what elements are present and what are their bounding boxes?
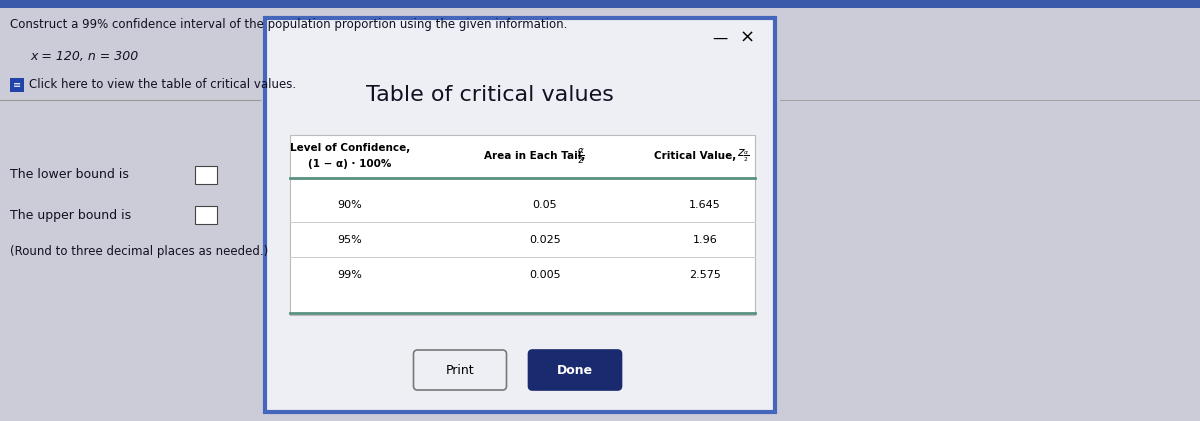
- Text: 2.575: 2.575: [689, 270, 721, 280]
- Text: Level of Confidence,: Level of Confidence,: [290, 143, 410, 153]
- FancyBboxPatch shape: [414, 350, 506, 390]
- Text: Table of critical values: Table of critical values: [366, 85, 614, 105]
- Text: Click here to view the table of critical values.: Click here to view the table of critical…: [29, 78, 296, 91]
- Text: 1.96: 1.96: [692, 235, 718, 245]
- Text: Critical Value,: Critical Value,: [654, 151, 736, 161]
- Bar: [194, 166, 217, 184]
- Text: $\frac{\alpha}{2}$: $\frac{\alpha}{2}$: [577, 147, 584, 165]
- Text: —: —: [713, 30, 727, 45]
- Text: 99%: 99%: [337, 270, 362, 280]
- Text: ×: ×: [739, 29, 755, 47]
- Text: The lower bound is: The lower bound is: [10, 168, 128, 181]
- Bar: [290, 135, 755, 315]
- Text: x = 120, n = 300: x = 120, n = 300: [30, 50, 138, 63]
- Text: Print: Print: [445, 363, 474, 376]
- Text: The upper bound is: The upper bound is: [10, 208, 131, 221]
- Text: Area in Each Tail,: Area in Each Tail,: [485, 151, 586, 161]
- Text: Construct a 99% confidence interval of the population proportion using the given: Construct a 99% confidence interval of t…: [10, 18, 568, 31]
- Text: 0.05: 0.05: [533, 200, 557, 210]
- Text: 0.005: 0.005: [529, 270, 560, 280]
- Text: ≡: ≡: [13, 80, 22, 90]
- FancyBboxPatch shape: [265, 18, 775, 412]
- Bar: [10, 78, 24, 92]
- Text: $z_{\frac{\alpha}{2}}$: $z_{\frac{\alpha}{2}}$: [737, 148, 750, 164]
- Text: 1.645: 1.645: [689, 200, 721, 210]
- Bar: [0, 0, 1200, 8]
- FancyBboxPatch shape: [528, 350, 622, 390]
- Text: 90%: 90%: [337, 200, 362, 210]
- Text: 0.025: 0.025: [529, 235, 560, 245]
- Text: (Round to three decimal places as needed.): (Round to three decimal places as needed…: [10, 245, 269, 258]
- Bar: [194, 206, 217, 224]
- Text: Done: Done: [557, 363, 593, 376]
- Text: 95%: 95%: [337, 235, 362, 245]
- Text: (1 − α) · 100%: (1 − α) · 100%: [308, 159, 391, 169]
